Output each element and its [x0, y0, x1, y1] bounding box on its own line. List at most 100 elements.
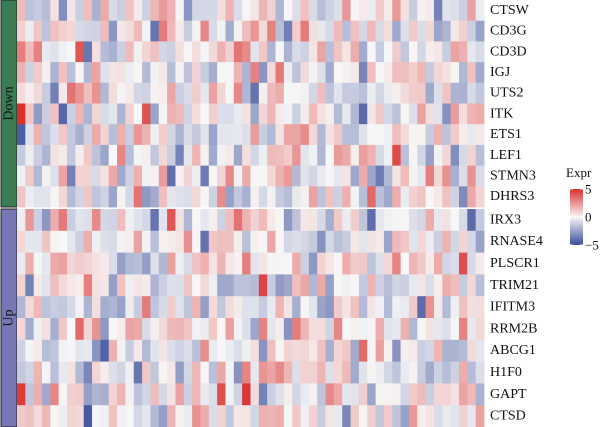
heatmap-cell — [92, 103, 101, 125]
heatmap-cell — [175, 361, 185, 384]
heatmap-cell — [183, 144, 193, 166]
heatmap-cell — [75, 383, 85, 406]
heatmap-cell — [167, 318, 176, 341]
heatmap-cell — [442, 82, 452, 104]
heatmap-cell — [317, 209, 326, 232]
heatmap-cell — [242, 405, 251, 427]
heatmap-cell — [58, 186, 68, 208]
heatmap-cell — [392, 274, 402, 297]
heatmap-cell — [258, 62, 268, 84]
heatmap-cell — [150, 318, 160, 341]
heatmap-cell — [367, 296, 376, 319]
heatmap-cell — [392, 339, 402, 362]
heatmap-cell — [367, 0, 376, 22]
heatmap-cell — [283, 339, 293, 362]
heatmap-cell — [458, 82, 468, 104]
heatmap-cell — [92, 186, 101, 208]
heatmap-cell — [67, 339, 76, 362]
heatmap-cell — [42, 0, 51, 22]
heatmap-cell — [300, 230, 310, 253]
heatmap-cell — [417, 318, 427, 341]
heatmap-cell — [425, 361, 435, 384]
heatmap-cell — [350, 62, 360, 84]
heatmap-cell — [33, 318, 43, 341]
heatmap-cell — [117, 318, 126, 341]
heatmap-cell — [392, 62, 402, 84]
heatmap-cell — [250, 144, 260, 166]
heatmap-cell — [100, 383, 110, 406]
heatmap-cell — [450, 230, 460, 253]
heatmap-cell — [42, 383, 51, 406]
heatmap-cell — [467, 103, 477, 125]
heatmap-cell — [125, 144, 135, 166]
heatmap-cell — [158, 62, 168, 84]
heatmap-cell — [208, 339, 218, 362]
heatmap-cell — [433, 274, 443, 297]
heatmap-cell — [358, 339, 368, 362]
heatmap-cell — [100, 82, 110, 104]
heatmap-cell — [458, 0, 468, 22]
heatmap-cell — [108, 144, 118, 166]
heatmap-cell — [42, 339, 51, 362]
legend-tick-label: 5 — [585, 182, 592, 197]
heatmap-cell — [25, 274, 35, 297]
heatmap-cell — [125, 124, 135, 146]
heatmap-cell — [317, 144, 326, 166]
heatmap-cell — [450, 318, 460, 341]
heatmap-cell — [400, 0, 410, 22]
heatmap-cell — [342, 230, 351, 253]
heatmap-cell — [408, 103, 418, 125]
heatmap-cell — [67, 124, 76, 146]
heatmap-cell — [433, 252, 443, 275]
heatmap-cell — [475, 165, 485, 187]
heatmap-cell — [317, 103, 326, 125]
heatmap-cell — [350, 405, 360, 427]
heatmap-cell — [117, 0, 126, 22]
heatmap-cell — [400, 20, 410, 42]
heatmap-cell — [258, 230, 268, 253]
heatmap-cell — [458, 62, 468, 84]
heatmap-cell — [350, 82, 360, 104]
row-label-rrm2b: RRM2B — [490, 321, 537, 336]
heatmap-cell — [50, 252, 60, 275]
heatmap-cell — [242, 0, 251, 22]
heatmap-cell — [283, 230, 293, 253]
heatmap-cell — [167, 41, 176, 63]
heatmap-cell — [308, 383, 318, 406]
heatmap-cell — [142, 0, 151, 22]
heatmap-cell — [133, 383, 143, 406]
heatmap-cell — [208, 124, 218, 146]
heatmap-cell — [192, 339, 201, 362]
heatmap-cell — [200, 405, 210, 427]
heatmap-cell — [200, 383, 210, 406]
heatmap-cell — [308, 274, 318, 297]
heatmap-cell — [375, 296, 385, 319]
heatmap-cell — [150, 252, 160, 275]
heatmap-cell — [275, 124, 285, 146]
heatmap-cell — [108, 361, 118, 384]
heatmap-cell — [292, 82, 301, 104]
heatmap-cell — [467, 383, 477, 406]
heatmap-cell — [300, 82, 310, 104]
heatmap-cell — [450, 62, 460, 84]
heatmap-cell — [333, 230, 343, 253]
heatmap-cell — [450, 383, 460, 406]
heatmap-cell — [250, 361, 260, 384]
heatmap-cell — [475, 124, 485, 146]
heatmap-cell — [400, 124, 410, 146]
heatmap-cell — [217, 405, 226, 427]
heatmap-cell — [267, 0, 276, 22]
heatmap-cell — [175, 252, 185, 275]
heatmap-cell — [58, 165, 68, 187]
heatmap-cell — [458, 339, 468, 362]
heatmap-cell — [25, 230, 35, 253]
heatmap-cell — [217, 296, 226, 319]
heatmap-cell — [475, 252, 485, 275]
heatmap-cell — [242, 103, 251, 125]
heatmap-cell — [333, 383, 343, 406]
heatmap-cell — [300, 124, 310, 146]
heatmap-cell — [192, 124, 201, 146]
heatmap-cell — [42, 82, 51, 104]
heatmap-cell — [292, 62, 301, 84]
